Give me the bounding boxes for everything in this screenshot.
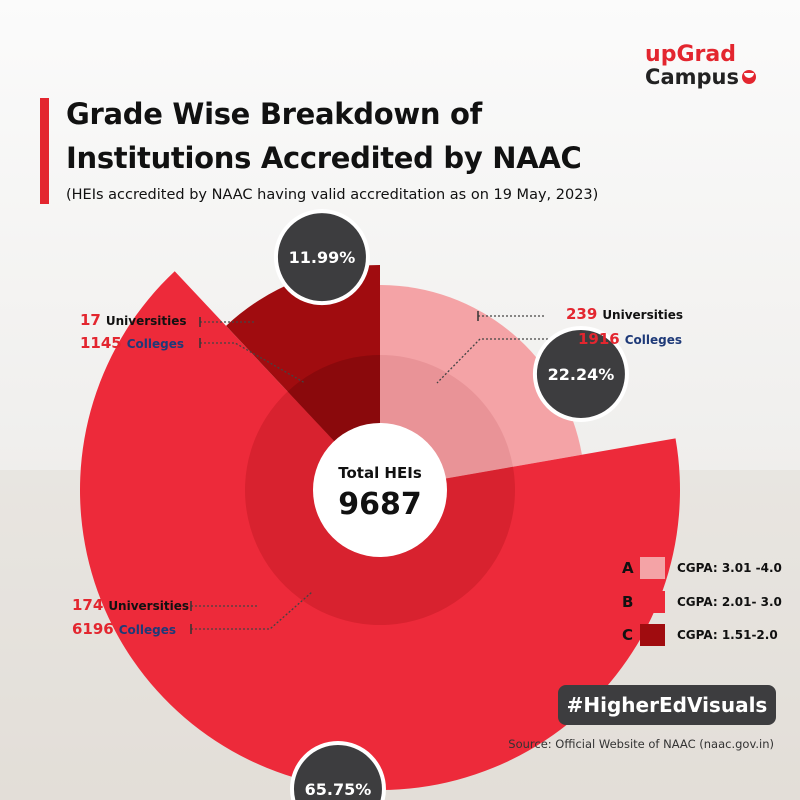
annotation-b-colleges: 6196 Colleges <box>72 620 177 638</box>
legend-item-a: A CGPA: 3.01 -4.0 <box>622 557 782 579</box>
annotation-a-colleges: 1916 Colleges <box>578 330 683 348</box>
legend-letter: B <box>622 593 634 611</box>
title-line1: Grade Wise Breakdown of <box>66 97 482 131</box>
leader-line <box>436 338 560 384</box>
center-label: Total HEIs <box>338 464 422 482</box>
annotation-b-universities: 174 Universities <box>72 596 189 614</box>
legend-label: CGPA: 3.01 -4.0 <box>677 561 782 575</box>
center-circle <box>313 423 447 557</box>
title-line2: Institutions Accredited by NAAC <box>66 141 582 175</box>
legend-item-b: B CGPA: 2.01- 3.0 <box>622 591 782 613</box>
percent-label: 65.75% <box>305 780 372 799</box>
logo-smile-icon <box>742 70 756 84</box>
hashtag-badge: #HigherEdVisuals <box>558 685 776 725</box>
annotation-c-universities: 17 Universities <box>80 311 187 329</box>
legend-item-c: C CGPA: 1.51-2.0 <box>622 624 778 646</box>
source-note: Source: Official Website of NAAC (naac.g… <box>508 737 774 751</box>
legend-label: CGPA: 1.51-2.0 <box>677 628 778 642</box>
legend-swatch <box>640 591 665 613</box>
legend-letter: A <box>622 559 634 577</box>
center-value: 9687 <box>338 487 422 522</box>
upgrad-campus-logo: upGrad Campus <box>645 44 756 88</box>
percent-label: 22.24% <box>548 365 615 384</box>
page-subtitle: (HEIs accredited by NAAC having valid ac… <box>66 187 599 203</box>
percent-badge-a: 22.24% <box>532 326 629 422</box>
percent-badge-b: 65.75% <box>289 741 386 800</box>
leader-line <box>191 591 313 630</box>
leader-line <box>200 342 306 384</box>
title-accent-bar <box>40 98 49 204</box>
annotation-c-colleges: 1145 Colleges <box>80 334 185 352</box>
percent-label: 11.99% <box>289 248 356 267</box>
annotation-a-universities: 239 Universities <box>566 305 683 323</box>
logo-line1: upGrad <box>645 42 736 67</box>
legend-label: CGPA: 2.01- 3.0 <box>677 595 782 609</box>
logo-line2: Campus <box>645 65 739 89</box>
legend-swatch <box>640 624 665 646</box>
legend-swatch <box>640 557 665 579</box>
percent-badge-c: 11.99% <box>273 209 370 306</box>
legend-letter: C <box>622 626 634 644</box>
page-title: Grade Wise Breakdown of Institutions Acc… <box>66 92 582 180</box>
